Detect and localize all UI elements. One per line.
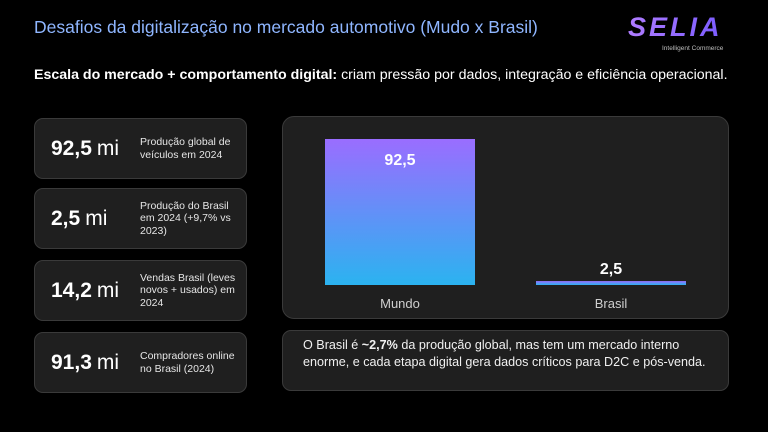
stat-card-brazil-production: 2,5 mi Produção do Brasil em 2024 (+9,7% … [34, 188, 247, 249]
subtitle-rest: criam pressão por dados, integração e ef… [337, 67, 728, 83]
subtitle-bold: Escala do mercado + comportamento digita… [34, 67, 338, 83]
stat-card-brazil-sales: 14,2 mi Vendas Brasil (leves novos + usad… [34, 260, 247, 321]
stat-description: Produção global de veículos em 2024 [140, 136, 231, 161]
stat-description: Produção do Brasil em 2024 (+9,7% vs 202… [140, 199, 231, 237]
stat-unit: mi [96, 278, 120, 302]
stat-unit: mi [96, 136, 120, 160]
note-text-start: O Brasil é [303, 338, 362, 352]
stat-number: 91,3 [51, 350, 92, 374]
selia-logo: SELIA Intelligent Commerce [628, 12, 736, 56]
stat-value: 91,3 mi [51, 333, 119, 392]
stat-unit: mi [96, 350, 120, 374]
x-tick-label-brasil: Brasil [595, 296, 628, 311]
page-title: Desafios da digitalização no mercado aut… [34, 17, 538, 37]
stat-value: 92,5 mi [51, 119, 119, 178]
note-highlight: ~2,7% [361, 338, 398, 352]
stat-description: Vendas Brasil (leves novos + usados) em … [140, 271, 236, 309]
stat-unit: mi [85, 206, 108, 230]
bar-brasil [536, 281, 686, 285]
section-subtitle: Escala do mercado + comportamento digita… [34, 66, 734, 84]
logo-tagline: Intelligent Commerce [662, 45, 724, 52]
bar-chart: 92,5 Mundo 2,5 Brasil [325, 139, 686, 311]
bar-mundo [325, 139, 475, 285]
stat-value: 14,2 mi [51, 261, 119, 320]
stat-value: 2,5 mi [51, 189, 107, 248]
stat-number: 14,2 [51, 278, 92, 302]
x-tick-label-mundo: Mundo [380, 296, 420, 311]
data-label-mundo: 92,5 [384, 152, 415, 169]
logo-wordmark: SELIA [628, 12, 723, 42]
note-text-end: da produção global, mas tem um mercado i… [303, 338, 706, 369]
bar-chart-panel: 92,5 Mundo 2,5 Brasil [282, 116, 729, 319]
insight-note: O Brasil é ~2,7% da produção global, mas… [282, 330, 729, 391]
stat-number: 92,5 [51, 136, 92, 160]
data-label-brasil: 2,5 [600, 261, 622, 278]
stat-number: 2,5 [51, 206, 81, 230]
stat-card-global-production: 92,5 mi Produção global de veículos em 20… [34, 118, 247, 179]
stat-description: Compradores online no Brasil (2024) [140, 350, 235, 375]
stat-card-online-buyers: 91,3 mi Compradores online no Brasil (202… [34, 332, 247, 393]
